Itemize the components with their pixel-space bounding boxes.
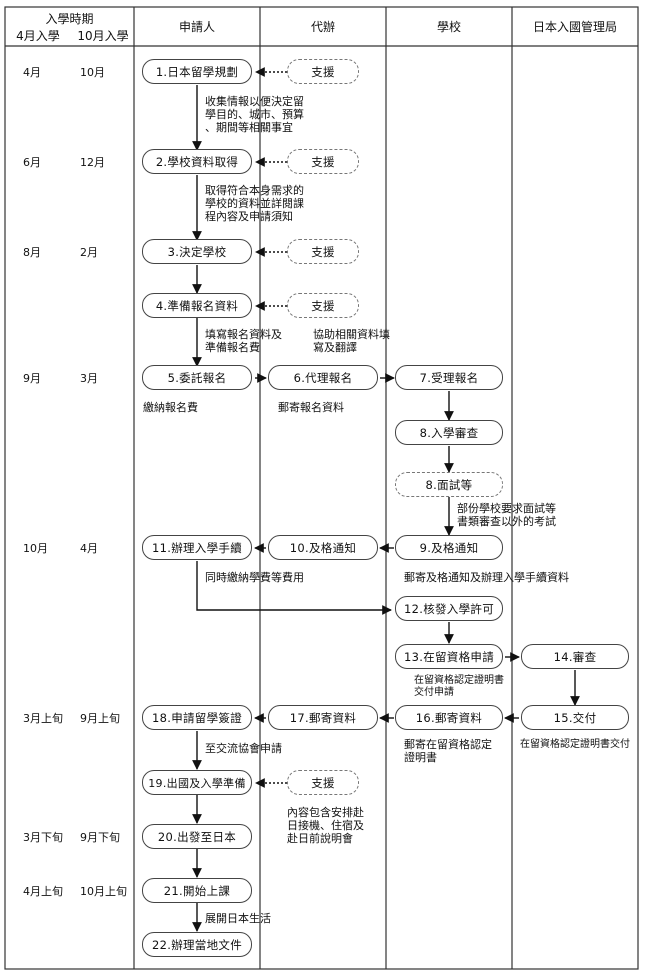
immigration-header: 日本入國管理局 [532,20,617,34]
step-enrollment-procedure: 11.辦理入學手續 [142,535,252,560]
step-apply-student-visa: 18.申請留學簽證 [142,705,252,730]
note-mail-pass-notice: 郵寄及格通知及辦理入學手續資料 [404,571,569,584]
note-mail-coe: 郵寄在留資格認定 證明書 [404,738,492,764]
step-school-mail-documents: 16.郵寄資料 [395,705,503,730]
note-agent-assist: 協助相關資料填 寫及翻譯 [313,328,390,354]
step-prepare-application: 4.準備報名資料 [142,293,252,318]
step-agent-mail-documents: 17.郵寄資料 [268,705,378,730]
note-fill-application: 填寫報名資料及 準備報名費 [205,328,282,354]
applicant-header: 申請人 [178,20,215,34]
step-issue-admission-permit: 12.核發入學許可 [395,596,503,621]
step-start-classes: 21.開始上課 [142,878,252,903]
period-october-4: 3月 [80,372,98,385]
step-receive-application: 7.受理報名 [395,365,503,390]
school-header: 學校 [436,20,461,34]
agent-header: 代辦 [310,20,335,34]
step-residence-status-application: 13.在留資格申請 [395,644,503,669]
april-intake-header: 4月入學 [16,29,60,43]
period-october-5: 4月 [80,542,98,555]
period-october-3: 2月 [80,246,98,259]
note-gather-info: 收集情報以便決定留 學目的、城市、預算 、期間等相關事宜 [205,95,304,134]
period-april-4: 9月 [23,372,41,385]
note-school-info: 取得符合本身需求的 學校的資料並詳閱課 程內容及申請須知 [205,184,304,223]
step-study-plan: 1.日本留學規劃 [142,59,252,84]
step-immigration-review: 14.審查 [521,644,629,669]
support-node-4: 支援 [287,293,359,318]
step-immigration-issue: 15.交付 [521,705,629,730]
period-october-6: 9月上旬 [80,712,120,725]
note-interview-requirement: 部份學校要求面試等 書類審查以外的考試 [457,502,556,528]
step-get-school-info: 2.學校資料取得 [142,149,252,174]
step-depart-to-japan: 20.出發至日本 [142,824,252,849]
support-node-5: 支援 [287,770,359,795]
step-prepare-departure: 19.出國及入學準備 [142,770,252,795]
support-arrows [255,67,287,788]
october-intake-header: 10月入學 [77,29,129,43]
period-october-2: 12月 [80,156,105,169]
period-october-8: 10月上旬 [80,885,127,898]
note-pay-application-fee: 繳納報名費 [143,401,198,414]
note-mail-application: 郵寄報名資料 [278,401,344,414]
step-choose-school: 3.決定學校 [142,239,252,264]
step-local-documents: 22.辦理當地文件 [142,932,252,957]
step-entrust-application: 5.委託報名 [142,365,252,390]
note-coe-application: 在留資格認定證明書 交付申請 [414,675,504,698]
support-node-2: 支援 [287,149,359,174]
period-april-7: 3月下旬 [23,831,63,844]
step-interview: 8.面試等 [395,472,503,497]
period-april-8: 4月上旬 [23,885,63,898]
period-april-5: 10月 [23,542,48,555]
note-apply-at-association: 至交流協會申請 [205,742,282,755]
support-node-1: 支援 [287,59,359,84]
step-admission-review: 8.入學審查 [395,420,503,445]
table-grid [4,6,639,970]
step-school-pass-notice: 9.及格通知 [395,535,503,560]
flow-arrows [192,85,580,932]
step-agent-pass-notice: 10.及格通知 [268,535,378,560]
period-april-2: 6月 [23,156,41,169]
period-title: 入學時期 [45,12,94,26]
period-october-1: 10月 [80,66,105,79]
note-support-details: 內容包含安排赴 日接機、住宿及 赴日前說明會 [287,806,364,845]
period-october-7: 9月下旬 [80,831,120,844]
period-april-1: 4月 [23,66,41,79]
support-node-3: 支援 [287,239,359,264]
period-april-3: 8月 [23,246,41,259]
step-agent-application: 6.代理報名 [268,365,378,390]
note-coe-issued: 在留資格認定證明書交付 [520,739,630,750]
note-pay-tuition: 同時繳納學費等費用 [205,571,304,584]
period-april-6: 3月上旬 [23,712,63,725]
note-start-life: 展開日本生活 [205,912,271,925]
